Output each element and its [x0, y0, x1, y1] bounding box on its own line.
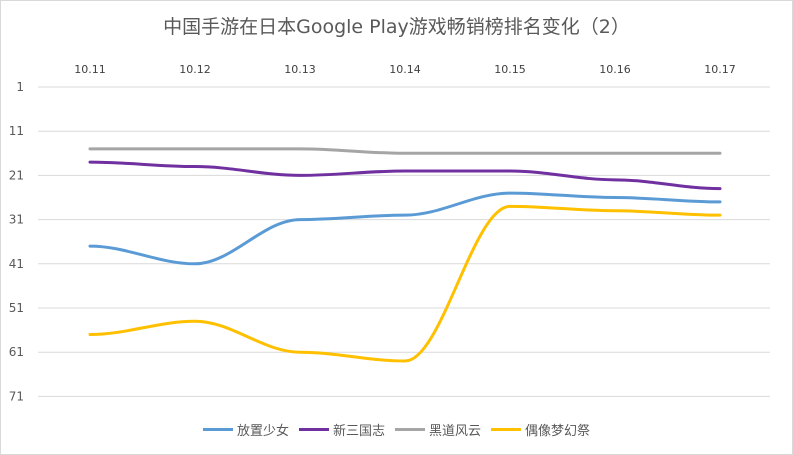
y-tick-label: 1	[16, 80, 24, 94]
legend-swatch	[298, 428, 329, 431]
series-line-1	[88, 191, 722, 266]
x-tick-label: 10.12	[179, 63, 211, 76]
x-tick-label: 10.15	[494, 63, 526, 76]
series-line-2	[88, 160, 722, 191]
y-tick-label: 31	[9, 213, 24, 227]
y-tick-label: 61	[9, 345, 24, 359]
x-tick-label: 10.16	[599, 63, 631, 76]
legend-item: 黑道风云	[395, 420, 481, 439]
y-tick-label: 11	[9, 124, 24, 138]
legend-label: 黑道风云	[429, 424, 482, 439]
legend-item: 偶像梦幻祭	[491, 420, 590, 439]
legend-item: 放置少女	[202, 420, 289, 439]
x-tick-label: 10.14	[389, 63, 421, 76]
legend-label: 新三国志	[332, 424, 385, 439]
legend-swatch	[202, 428, 233, 431]
chart-legend: 放置少女 新三国志 黑道风云 偶像梦幻祭	[0, 420, 793, 439]
chart-title: 中国手游在日本Google Play游戏畅销榜排名变化（2）	[163, 16, 630, 38]
x-tick-label: 10.11	[74, 63, 106, 76]
legend-label: 放置少女	[236, 424, 289, 439]
x-tick-label: 10.17	[704, 63, 736, 76]
legend-label: 偶像梦幻祭	[525, 424, 591, 439]
series-line-4	[88, 204, 722, 363]
y-tick-label: 71	[9, 389, 24, 403]
y-tick-label: 21	[9, 168, 24, 182]
legend-swatch	[395, 428, 425, 431]
x-tick-label: 10.13	[284, 63, 316, 76]
y-tick-label: 41	[9, 257, 24, 271]
legend-swatch	[491, 428, 522, 431]
y-tick-label: 51	[9, 301, 24, 315]
series-line-3	[88, 147, 722, 155]
legend-item: 新三国志	[298, 420, 385, 439]
